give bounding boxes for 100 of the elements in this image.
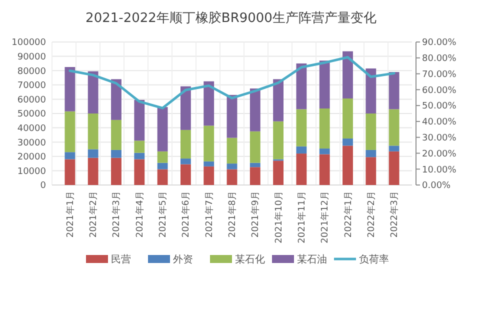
x-tick-label: 2021年6月: [180, 191, 192, 238]
y-tick-label: 20000: [17, 152, 46, 163]
x-tick-label: 2021年12月: [320, 191, 331, 244]
bar: [296, 154, 307, 185]
x-tick-label: 2021年7月: [204, 191, 215, 238]
bar: [64, 111, 76, 152]
x-tick-label: 2022年2月: [366, 191, 377, 238]
y2-tick-label: 30.00%: [422, 133, 457, 144]
bar: [204, 161, 214, 166]
bar: [296, 109, 307, 146]
y2-tick-label: 70.00%: [422, 70, 457, 80]
y2-tick-label: 50.00%: [422, 102, 457, 112]
x-tick-label: 2022年1月: [342, 191, 354, 238]
bar: [64, 159, 76, 185]
bar: [180, 158, 191, 164]
y-tick-label: 80000: [17, 66, 46, 77]
bar: [273, 79, 284, 122]
x-tick-label: 2021年4月: [134, 191, 146, 238]
bar: [88, 158, 98, 185]
x-tick-label: 2021年1月: [64, 191, 76, 238]
y2-tick-label: 80.00%: [422, 54, 457, 64]
bar: [250, 167, 260, 185]
y-tick-label: 100000: [12, 38, 46, 48]
bar: [388, 146, 400, 152]
bar: [319, 148, 330, 154]
bar: [134, 100, 145, 141]
bar: [366, 114, 376, 150]
y-tick-label: 10000: [17, 166, 46, 177]
bar: [88, 71, 98, 114]
bar: [366, 68, 376, 114]
bar: [296, 146, 307, 154]
x-tick-label: 2021年9月: [250, 191, 262, 238]
y-tick-label: 70000: [17, 81, 46, 92]
bar: [366, 157, 376, 185]
y2-tick-label: 0.00%: [422, 181, 452, 192]
y-tick-label: 40000: [17, 124, 46, 134]
y2-tick-label: 90.00%: [422, 38, 457, 48]
bar: [134, 159, 145, 185]
bar: [319, 154, 330, 185]
bar: [342, 98, 353, 139]
bar: [342, 51, 353, 98]
bar: [273, 121, 284, 160]
bar: [88, 149, 98, 158]
bar: [64, 152, 76, 160]
bar: [319, 108, 330, 149]
bar: [226, 138, 238, 164]
bar: [88, 114, 98, 150]
y2-tick-label: 20.00%: [422, 149, 457, 160]
bar: [180, 164, 191, 185]
x-tick-label: 2021年2月: [88, 191, 100, 238]
bar: [388, 72, 400, 110]
bar: [273, 160, 284, 185]
bar: [388, 151, 400, 185]
x-tick-label: 2021年10月: [273, 191, 284, 244]
bar: [157, 162, 168, 170]
bar: [366, 150, 376, 158]
bar: [157, 151, 168, 163]
bar: [111, 79, 122, 120]
x-tick-label: 2021年8月: [227, 191, 238, 238]
bar: [204, 166, 214, 185]
y-tick-label: 60000: [17, 95, 46, 106]
bar: [342, 146, 353, 185]
y2-tick-label: 60.00%: [422, 86, 457, 96]
line-series: [68, 56, 396, 110]
legend-label: 负荷率: [359, 254, 389, 266]
bar: [388, 109, 400, 146]
x-tick-label: 2021年5月: [158, 191, 169, 238]
bar: [157, 107, 168, 152]
x-tick-label: 2021年3月: [111, 191, 122, 238]
bar: [134, 140, 145, 153]
legend-label: 民营: [111, 254, 131, 266]
bar: [64, 67, 76, 112]
bar: [111, 120, 122, 150]
y-tick-label: 90000: [17, 52, 46, 62]
bar: [250, 162, 260, 168]
bar: [226, 164, 238, 170]
bar: [180, 130, 191, 159]
chart-title: 2021-2022年顺丁橡胶BR9000生产阵营产量变化: [86, 11, 376, 26]
bar: [157, 169, 168, 185]
y-tick-label: 30000: [17, 138, 46, 148]
y-tick-label: 50000: [17, 110, 46, 120]
bar: [226, 169, 238, 185]
bar: [342, 138, 353, 146]
bar: [250, 88, 260, 132]
y2-tick-label: 40.00%: [422, 118, 457, 128]
bar: [204, 126, 214, 162]
y-tick-label: 0: [40, 181, 46, 192]
x-tick-label: 2021年11月: [296, 191, 308, 244]
bar: [226, 94, 238, 138]
legend-label: 某石油: [297, 254, 327, 266]
bar: [204, 81, 214, 126]
bar: [111, 150, 122, 158]
bar: [134, 152, 145, 160]
x-tick-label: 2022年3月: [389, 191, 400, 238]
bar: [319, 60, 330, 108]
y2-tick-label: 10.00%: [422, 165, 457, 176]
bar: [250, 131, 260, 163]
legend-label: 外资: [173, 254, 193, 266]
bar: [180, 86, 191, 130]
bar: [111, 158, 122, 185]
